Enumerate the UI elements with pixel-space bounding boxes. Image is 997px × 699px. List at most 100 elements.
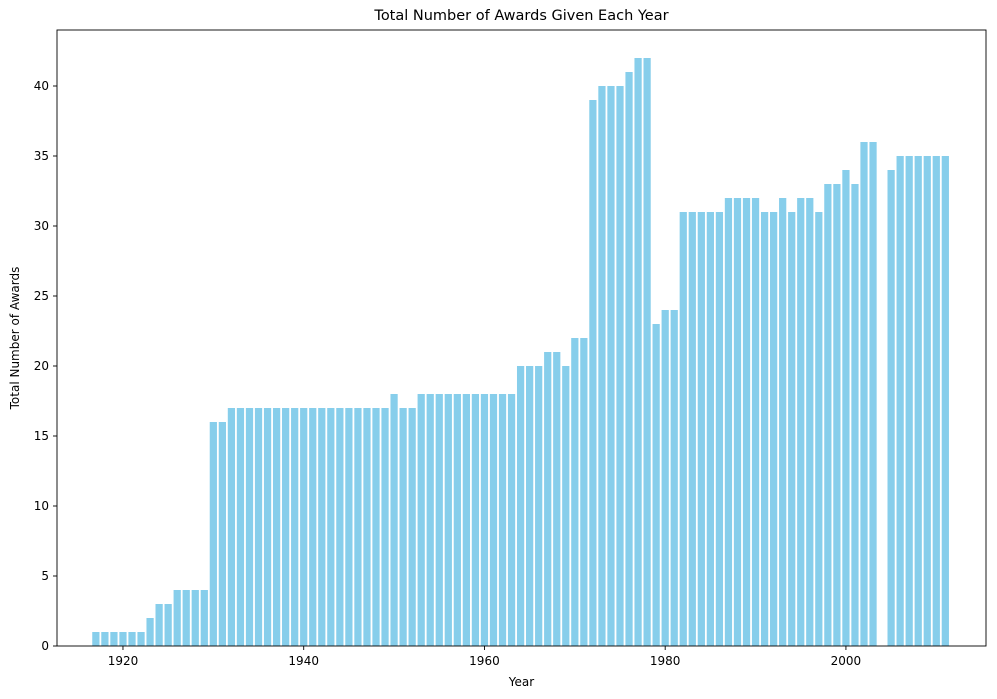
bar-1999: [833, 184, 841, 646]
bars-group: [92, 58, 949, 646]
bar-1941: [309, 408, 317, 646]
bar-1996: [806, 198, 814, 646]
y-tick-label: 0: [41, 639, 49, 653]
bar-2001: [851, 184, 859, 646]
bar-1923: [146, 618, 154, 646]
y-tick-label: 35: [34, 149, 49, 163]
bar-1973: [598, 86, 606, 646]
y-tick-label: 20: [34, 359, 49, 373]
bar-1993: [779, 198, 787, 646]
bar-1961: [489, 394, 498, 646]
bar-1962: [498, 394, 507, 646]
bar-1995: [797, 198, 805, 646]
chart-title: Total Number of Awards Given Each Year: [373, 8, 668, 24]
bar-1978: [643, 58, 651, 646]
bar-1994: [788, 212, 796, 646]
bar-1957: [453, 394, 461, 646]
bar-1966: [535, 366, 543, 646]
x-tick-label: 1920: [108, 654, 139, 668]
bar-1934: [245, 408, 254, 646]
x-tick-label: 1960: [469, 654, 500, 668]
bar-1925: [164, 604, 172, 646]
bar-1938: [282, 408, 290, 646]
bar-1989: [742, 198, 751, 646]
bar-1992: [770, 212, 778, 646]
bar-2007: [905, 156, 913, 646]
y-axis-ticks: 0 5 10 15 20 25 30 35 40: [34, 79, 57, 653]
x-tick-label: 1940: [288, 654, 319, 668]
bar-1964: [516, 366, 525, 646]
bar-1945: [345, 408, 353, 646]
bar-1926: [173, 590, 181, 646]
bar-1918: [101, 632, 109, 646]
bar-1940: [300, 408, 308, 646]
bar-1988: [733, 198, 742, 646]
x-axis-label: Year: [508, 675, 534, 689]
y-axis-label: Total Number of Awards: [8, 267, 22, 411]
bar-1958: [462, 394, 470, 646]
bar-1955: [435, 394, 443, 646]
bar-1984: [697, 212, 705, 646]
bar-1949: [381, 408, 389, 646]
bar-1939: [291, 408, 299, 646]
bar-1983: [688, 212, 696, 646]
x-axis-ticks: 1920 1940 1960 1980 2000: [108, 646, 862, 668]
bar-1947: [363, 408, 371, 646]
bar-1956: [444, 394, 452, 646]
bar-1930: [209, 422, 217, 646]
bar-1987: [724, 198, 733, 646]
bar-1971: [580, 338, 588, 646]
y-tick-label: 30: [34, 219, 49, 233]
bar-2009: [923, 156, 931, 646]
bar-1986: [715, 212, 724, 646]
bar-1943: [327, 408, 335, 646]
bar-1928: [191, 590, 199, 646]
bar-1951: [399, 408, 407, 646]
bar-1963: [507, 394, 516, 646]
bar-1953: [417, 394, 425, 646]
bar-1965: [526, 366, 534, 646]
bar-1932: [227, 408, 236, 646]
bar-1998: [824, 184, 832, 646]
bar-1919: [110, 632, 118, 646]
plot-frame: [56, 29, 987, 647]
bar-1974: [607, 86, 615, 646]
bar-1917: [92, 632, 100, 646]
bar-1970: [571, 338, 579, 646]
bar-1982: [679, 212, 687, 646]
bar-1968: [553, 352, 561, 646]
bar-1952: [408, 408, 416, 646]
y-tick-label: 10: [34, 499, 49, 513]
bar-1969: [562, 366, 570, 646]
bar-1954: [426, 394, 434, 646]
bar-2002: [860, 142, 868, 646]
bar-2000: [842, 170, 850, 646]
bar-1935: [254, 408, 263, 646]
bar-1931: [218, 422, 226, 646]
bar-1937: [272, 408, 281, 646]
bar-1959: [471, 394, 480, 646]
bar-2006: [896, 156, 904, 646]
bar-1981: [670, 310, 678, 646]
bar-1933: [236, 408, 245, 646]
bar-1948: [372, 408, 380, 646]
bar-2003: [869, 142, 877, 646]
bar-1950: [390, 394, 398, 646]
bar-2005: [887, 170, 895, 646]
bar-1936: [263, 408, 272, 646]
bar-1924: [155, 604, 163, 646]
y-tick-label: 25: [34, 289, 49, 303]
y-tick-label: 15: [34, 429, 49, 443]
bar-1921: [128, 632, 136, 646]
y-tick-label: 40: [34, 79, 49, 93]
bar-1967: [544, 352, 552, 646]
bar-1991: [760, 212, 769, 646]
bar-1960: [480, 394, 489, 646]
bar-1944: [336, 408, 344, 646]
x-tick-label: 2000: [831, 654, 862, 668]
bar-1997: [815, 212, 823, 646]
bar-1985: [706, 212, 714, 646]
bar-1972: [589, 100, 597, 646]
y-tick-label: 5: [41, 569, 49, 583]
